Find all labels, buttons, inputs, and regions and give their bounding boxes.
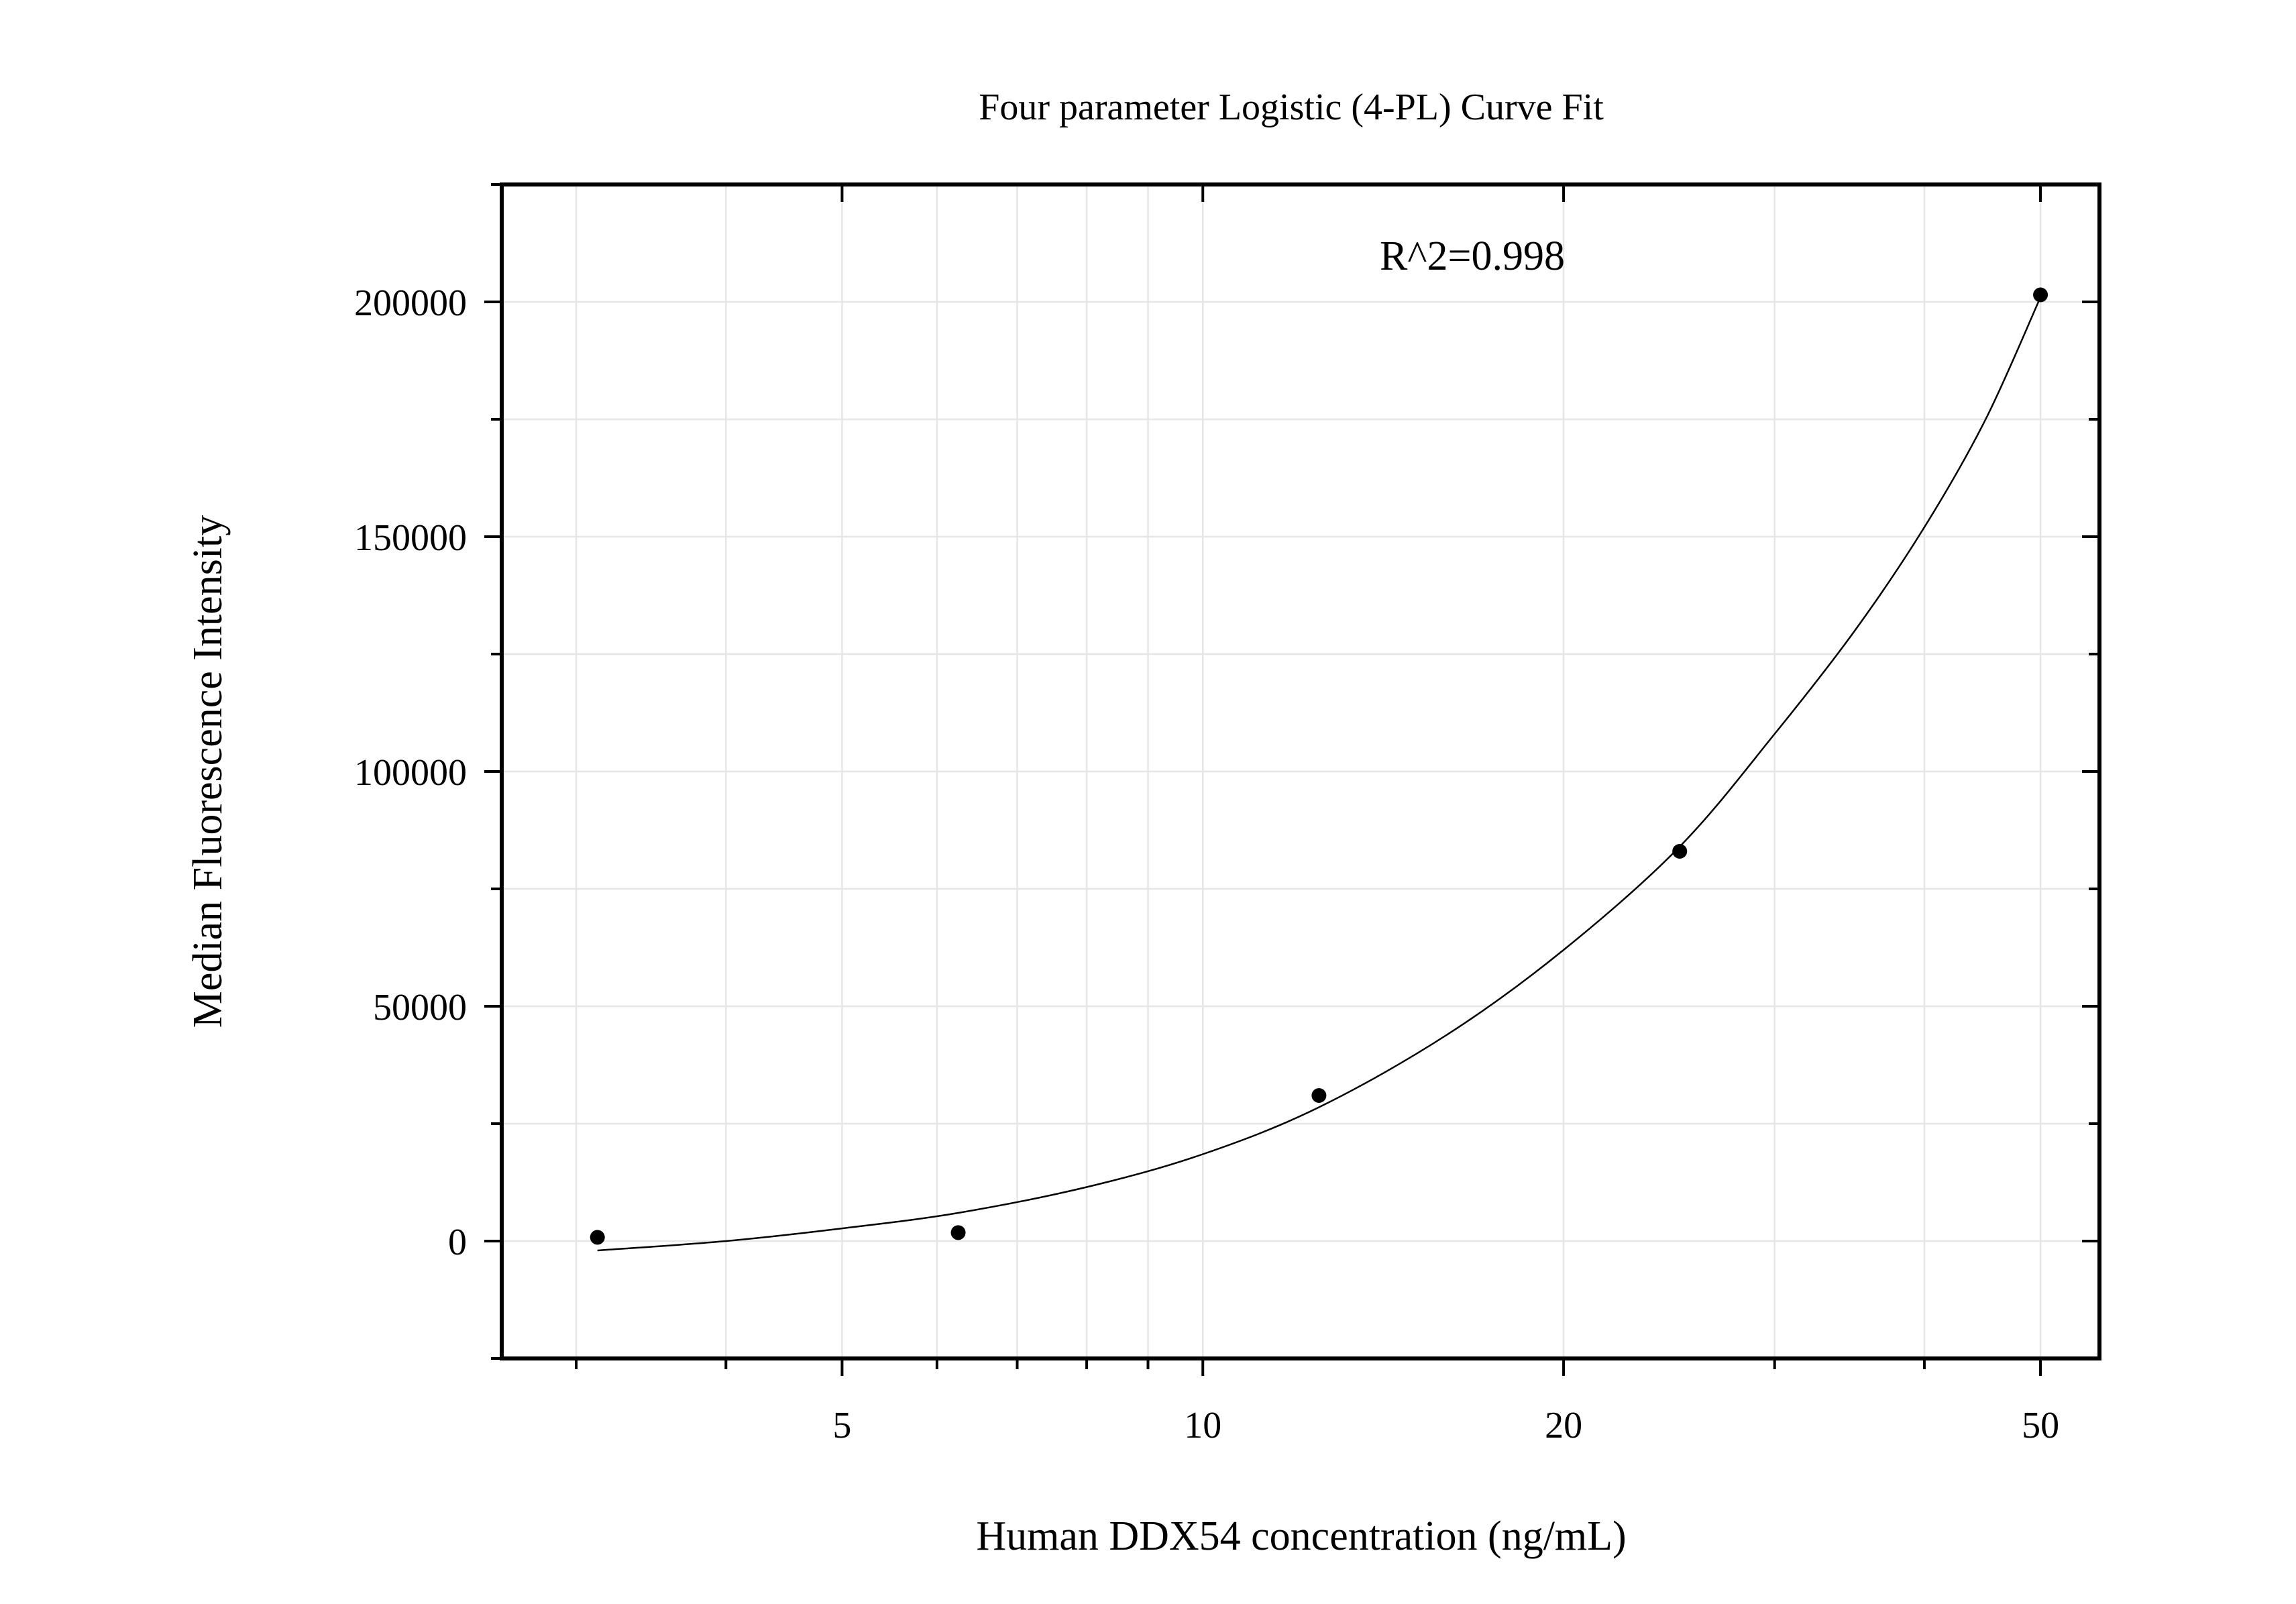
x-tick-label: 5 <box>832 1405 851 1446</box>
x-tick-label: 10 <box>1184 1405 1221 1446</box>
x-axis-ticks: 5 10 20 50 <box>575 184 2059 1446</box>
y-axis-label: Median Fluorescence Intensity <box>185 515 231 1028</box>
y-tick-label: 200000 <box>354 282 467 324</box>
data-points <box>590 287 2048 1245</box>
data-point <box>1311 1088 1327 1103</box>
y-axis-ticks: 0 50000 100000 150000 200000 <box>354 183 2099 1360</box>
grid <box>502 184 2099 1358</box>
x-axis-label: Human DDX54 concentration (ng/mL) <box>976 1513 1626 1559</box>
x-tick-label: 20 <box>1545 1405 1582 1446</box>
data-point <box>590 1230 605 1245</box>
fit-curve <box>597 297 2042 1252</box>
chart-title: Four parameter Logistic (4-PL) Curve Fit <box>979 87 1604 128</box>
y-tick-label: 150000 <box>354 517 467 559</box>
data-point <box>1672 844 1688 859</box>
y-tick-label: 50000 <box>373 987 467 1028</box>
r-squared-annotation: R^2=0.998 <box>1380 233 1565 279</box>
x-tick-label: 50 <box>2022 1405 2059 1446</box>
data-point <box>950 1225 966 1240</box>
y-tick-label: 100000 <box>354 752 467 794</box>
data-point <box>2033 287 2048 303</box>
y-tick-label: 0 <box>448 1222 467 1263</box>
